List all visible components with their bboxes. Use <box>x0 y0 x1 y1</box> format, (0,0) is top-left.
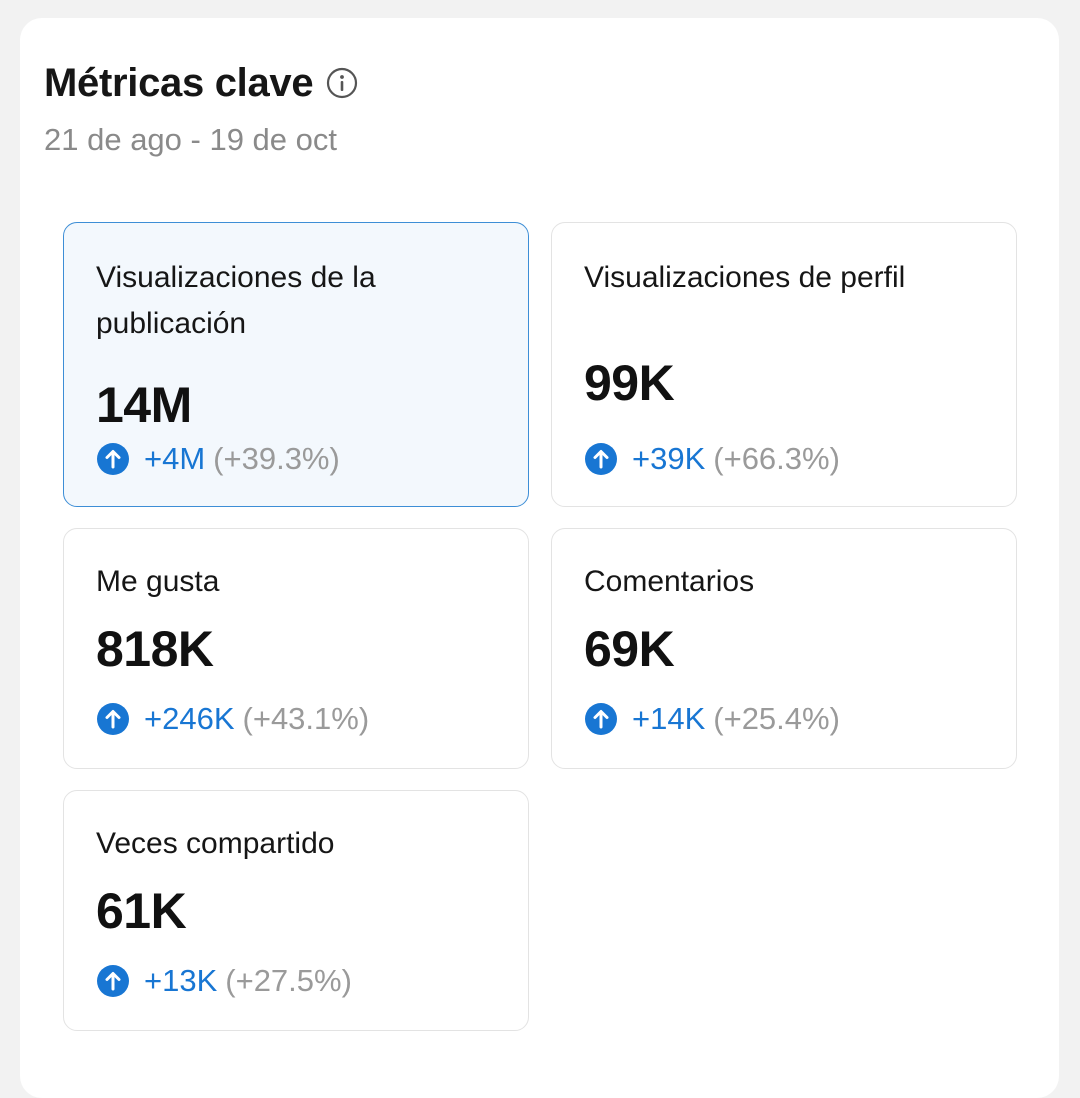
metric-delta: +246K <box>144 701 235 736</box>
metric-value: 14M <box>96 377 192 433</box>
metric-card-shares[interactable]: Veces compartido 61K +13K (+27.5%) <box>63 790 529 1031</box>
metric-change: +246K (+43.1%) <box>96 699 369 739</box>
metric-label: Visualizaciones de la publicación <box>96 261 376 340</box>
metric-label: Visualizaciones de perfil <box>584 261 906 294</box>
metric-label: Veces compartido <box>96 827 335 860</box>
arrow-up-circle-icon <box>96 442 130 476</box>
metric-change: +39K (+66.3%) <box>584 439 840 479</box>
metric-value: 61K <box>96 883 187 939</box>
metric-label: Comentarios <box>584 565 755 598</box>
info-icon[interactable] <box>325 66 359 100</box>
metric-change: +14K (+25.4%) <box>584 699 840 739</box>
metric-card-likes[interactable]: Me gusta 818K +246K (+43.1%) <box>63 528 529 769</box>
metric-value: 99K <box>584 355 675 411</box>
metric-delta: +4M <box>144 441 206 476</box>
metric-percent: (+39.3%) <box>213 441 340 476</box>
metrics-header: Métricas clave 21 de ago - 19 de oct <box>44 58 359 158</box>
metric-percent: (+66.3%) <box>713 441 840 476</box>
page-title: Métricas clave <box>44 60 314 105</box>
metric-card-comments[interactable]: Comentarios 69K +14K (+25.4%) <box>551 528 1017 769</box>
arrow-up-circle-icon <box>96 964 130 998</box>
date-range: 21 de ago - 19 de oct <box>44 122 338 157</box>
metric-value: 818K <box>96 621 214 677</box>
arrow-up-circle-icon <box>96 702 130 736</box>
metric-change: +4M (+39.3%) <box>96 439 340 479</box>
arrow-up-circle-icon <box>584 442 618 476</box>
metric-label: Me gusta <box>96 565 220 598</box>
arrow-up-circle-icon <box>584 702 618 736</box>
title-row: Métricas clave <box>44 58 359 108</box>
metric-delta: +39K <box>632 441 706 476</box>
metric-percent: (+27.5%) <box>225 963 352 998</box>
metric-percent: (+25.4%) <box>713 701 840 736</box>
metric-card-profile-views[interactable]: Visualizaciones de perfil 99K +39K (+66.… <box>551 222 1017 507</box>
metric-percent: (+43.1%) <box>242 701 370 736</box>
metric-change: +13K (+27.5%) <box>96 961 352 1001</box>
metric-card-post-views[interactable]: Visualizaciones de la publicación 14M +4… <box>63 222 529 507</box>
metric-value: 69K <box>584 621 675 677</box>
metric-delta: +14K <box>632 701 706 736</box>
metric-delta: +13K <box>144 963 218 998</box>
